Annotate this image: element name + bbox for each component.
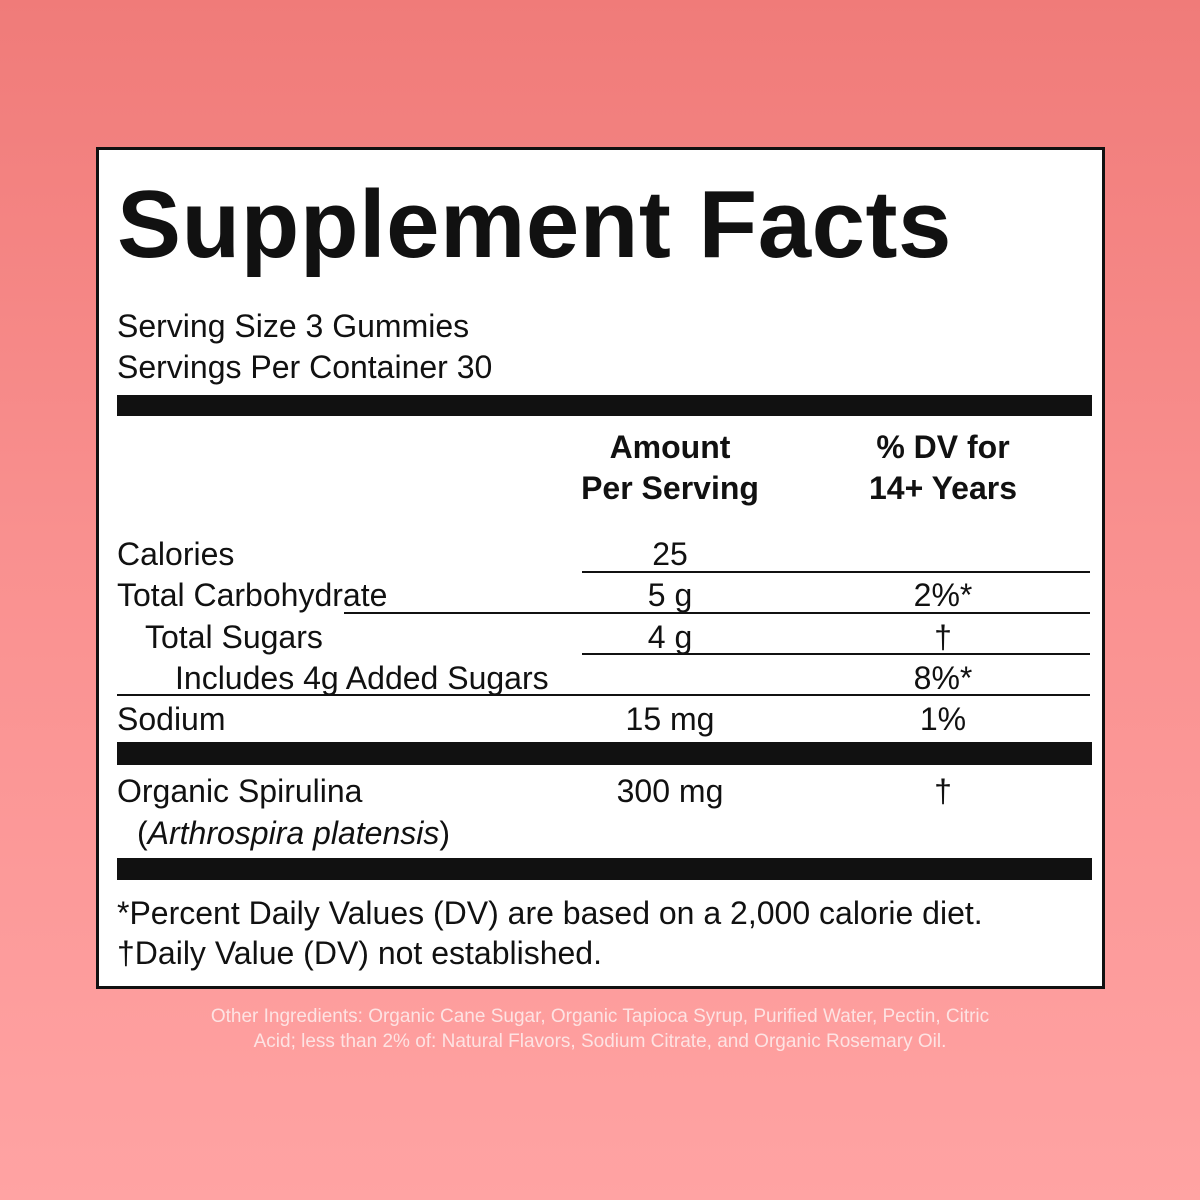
paren: ( xyxy=(137,815,148,851)
nutrient-name: Total Sugars xyxy=(145,619,323,655)
ingredient-amount: 300 mg xyxy=(616,773,724,809)
thick-rule xyxy=(117,395,1092,416)
footnote: *Percent Daily Values (DV) are based on … xyxy=(117,895,983,931)
latin-name: Arthrospira platensis xyxy=(147,815,440,851)
nutrient-dv: 2%* xyxy=(913,577,973,613)
serving-size: Serving Size 3 Gummies xyxy=(117,308,470,344)
ingredient-source: (Arthrospira platensis) xyxy=(137,813,450,853)
column-header: Amount xyxy=(609,429,731,465)
title: Supplement Facts xyxy=(117,171,952,278)
column-header: % DV for xyxy=(876,429,1010,465)
ingredient-name: Organic Spirulina xyxy=(117,773,363,809)
other-ingredients-line: Acid; less than 2% of: Natural Flavors, … xyxy=(253,1031,947,1052)
nutrient-amount: 25 xyxy=(652,536,688,572)
nutrient-dv: 8%* xyxy=(913,660,973,696)
nutrient-name: Includes 4g Added Sugars xyxy=(175,660,549,696)
other-ingredients-line: Other Ingredients: Organic Cane Sugar, O… xyxy=(210,1006,990,1027)
column-header: 14+ Years xyxy=(868,470,1018,506)
nutrient-dv: † xyxy=(934,619,952,655)
servings-per-container: Servings Per Container 30 xyxy=(117,349,493,385)
thin-rule xyxy=(582,653,1090,655)
nutrient-name: Total Carbohydrate xyxy=(117,577,388,613)
thin-rule xyxy=(117,694,1090,696)
thin-rule xyxy=(582,571,1090,573)
column-header: Per Serving xyxy=(581,470,759,506)
thin-rule xyxy=(344,612,1090,614)
footnote: †Daily Value (DV) not established. xyxy=(117,935,602,971)
thick-rule xyxy=(117,858,1092,880)
thick-rule xyxy=(117,742,1092,765)
nutrient-dv: 1% xyxy=(919,701,967,737)
other-ingredients: Other Ingredients: Organic Cane Sugar, O… xyxy=(0,1004,1200,1054)
nutrient-name: Sodium xyxy=(117,701,226,737)
ingredient-dv: † xyxy=(934,773,952,809)
nutrient-amount: 4 g xyxy=(647,619,693,655)
nutrient-amount: 15 mg xyxy=(625,701,715,737)
facts-panel: Supplement Facts Serving Size 3 Gummies … xyxy=(96,147,1105,989)
nutrient-name: Calories xyxy=(117,536,235,572)
paren: ) xyxy=(439,815,450,851)
nutrient-amount: 5 g xyxy=(647,577,693,613)
